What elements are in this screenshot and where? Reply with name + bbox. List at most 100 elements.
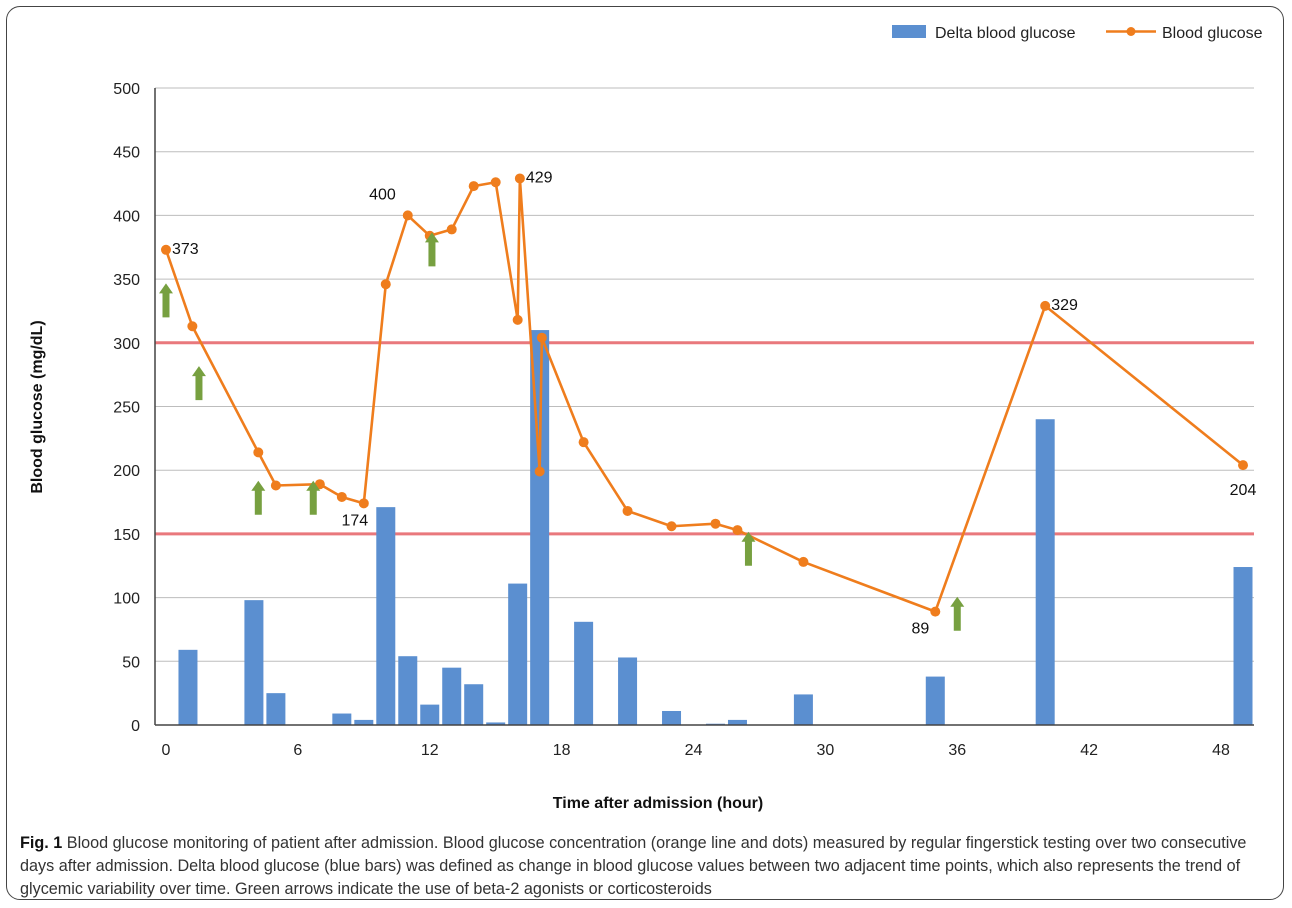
delta-bar (1233, 567, 1253, 725)
delta-bar (398, 656, 418, 725)
delta-bar (354, 719, 374, 725)
green-arrow-icon (306, 480, 321, 515)
legend-bar-label: Delta blood glucose (935, 25, 1076, 42)
data-label: 429 (526, 169, 553, 186)
data-labels: 373 174 400 429 89 329 204 (172, 169, 1256, 637)
x-tick-label: 48 (1212, 742, 1230, 759)
y-tick-label: 400 (113, 208, 140, 225)
delta-bar (925, 676, 945, 725)
x-axis-title: Time after admission (hour) (553, 795, 763, 812)
arrow-shape (950, 596, 965, 631)
arrow-shape (251, 480, 266, 515)
x-tick-label: 36 (948, 742, 966, 759)
delta-bar (574, 621, 594, 725)
y-tick-label: 0 (131, 718, 140, 735)
blood-glucose-point (536, 332, 547, 343)
delta-bar (442, 667, 462, 725)
y-tick-label: 150 (113, 527, 140, 544)
arrow-shape (306, 480, 321, 515)
blood-glucose-point (336, 491, 347, 502)
line-series (160, 173, 1249, 617)
gridlines (155, 87, 1254, 662)
x-tick-label: 6 (293, 742, 302, 759)
blood-glucose-point (253, 447, 264, 458)
x-tick-label: 42 (1080, 742, 1098, 759)
figure-caption: Fig. 1 Blood glucose monitoring of patie… (20, 832, 1275, 901)
blood-glucose-point (534, 466, 545, 477)
delta-bar (508, 583, 528, 725)
caption-text: Blood glucose monitoring of patient afte… (20, 834, 1247, 898)
legend-bar-swatch (892, 25, 926, 38)
y-tick-label: 200 (113, 463, 140, 480)
data-label: 204 (1230, 482, 1257, 499)
green-arrow-icon (741, 531, 756, 566)
y-tick-label: 450 (113, 145, 140, 162)
y-tick-label: 300 (113, 336, 140, 353)
blood-glucose-point (446, 224, 457, 235)
arrow-shape (191, 366, 206, 401)
delta-bar (420, 704, 440, 725)
caption-label: Fig. 1 (20, 834, 63, 852)
delta-bar (266, 693, 286, 725)
green-arrow-icon (251, 480, 266, 515)
legend: Delta blood glucose Blood glucose (892, 25, 1263, 42)
delta-bar (1035, 419, 1055, 725)
arrow-shape (741, 531, 756, 566)
green-arrow-icon (158, 283, 173, 318)
delta-bar (244, 600, 264, 725)
blood-glucose-point (798, 556, 809, 567)
blood-glucose-point (187, 321, 198, 332)
data-label: 400 (369, 186, 396, 203)
delta-bar (332, 713, 352, 725)
arrow-shape (158, 283, 173, 318)
blood-glucose-point (622, 505, 633, 516)
delta-bar (464, 684, 484, 725)
bar-series (178, 330, 1253, 725)
x-tick-label: 18 (553, 742, 571, 759)
y-axis-title: Blood glucose (mg/dL) (29, 320, 46, 493)
blood-glucose-point (402, 210, 413, 221)
figure-frame (6, 6, 1284, 900)
legend-line-marker (1126, 27, 1136, 36)
y-tick-label: 350 (113, 272, 140, 289)
x-tick-label: 30 (816, 742, 834, 759)
y-tick-label: 250 (113, 400, 140, 417)
green-arrow-icon (424, 232, 439, 267)
arrow-markers (158, 232, 965, 631)
delta-bar (178, 649, 198, 725)
data-label: 89 (911, 621, 929, 638)
blood-glucose-point (160, 244, 171, 255)
delta-bar (486, 722, 506, 725)
delta-bar (727, 719, 747, 725)
blood-glucose-point (732, 525, 743, 536)
blood-glucose-point (358, 498, 369, 509)
delta-bar (662, 710, 682, 725)
axes: 0 50 100 150 200 250 300 350 400 450 500 0 6 12 18 24 30… (113, 81, 1254, 759)
delta-bar (376, 507, 396, 725)
delta-bar (618, 657, 638, 725)
y-tick-label: 50 (122, 654, 140, 671)
y-tick-label: 500 (113, 81, 140, 98)
x-tick-label: 12 (421, 742, 439, 759)
blood-glucose-point (1238, 460, 1249, 471)
x-tick-label: 0 (162, 742, 171, 759)
blood-glucose-point (270, 480, 281, 491)
threshold-lines (155, 341, 1254, 536)
arrow-shape (424, 232, 439, 267)
y-tick-label: 100 (113, 591, 140, 608)
blood-glucose-point (512, 314, 523, 325)
blood-glucose-line (164, 177, 1244, 613)
blood-glucose-point (490, 177, 501, 188)
delta-bar (530, 330, 550, 725)
blood-glucose-point (1040, 300, 1051, 311)
chart-svg: 0 50 100 150 200 250 300 350 400 450 500 0 6 12 18 24 30… (29, 25, 1263, 812)
blood-glucose-point (710, 518, 721, 529)
x-tick-label: 24 (685, 742, 703, 759)
blood-glucose-point (380, 279, 391, 290)
blood-glucose-point (514, 173, 525, 184)
blood-glucose-point (468, 181, 479, 192)
legend-line-label: Blood glucose (1162, 25, 1263, 42)
data-label: 329 (1051, 297, 1078, 314)
delta-bar (793, 694, 813, 725)
blood-glucose-point (930, 606, 941, 617)
